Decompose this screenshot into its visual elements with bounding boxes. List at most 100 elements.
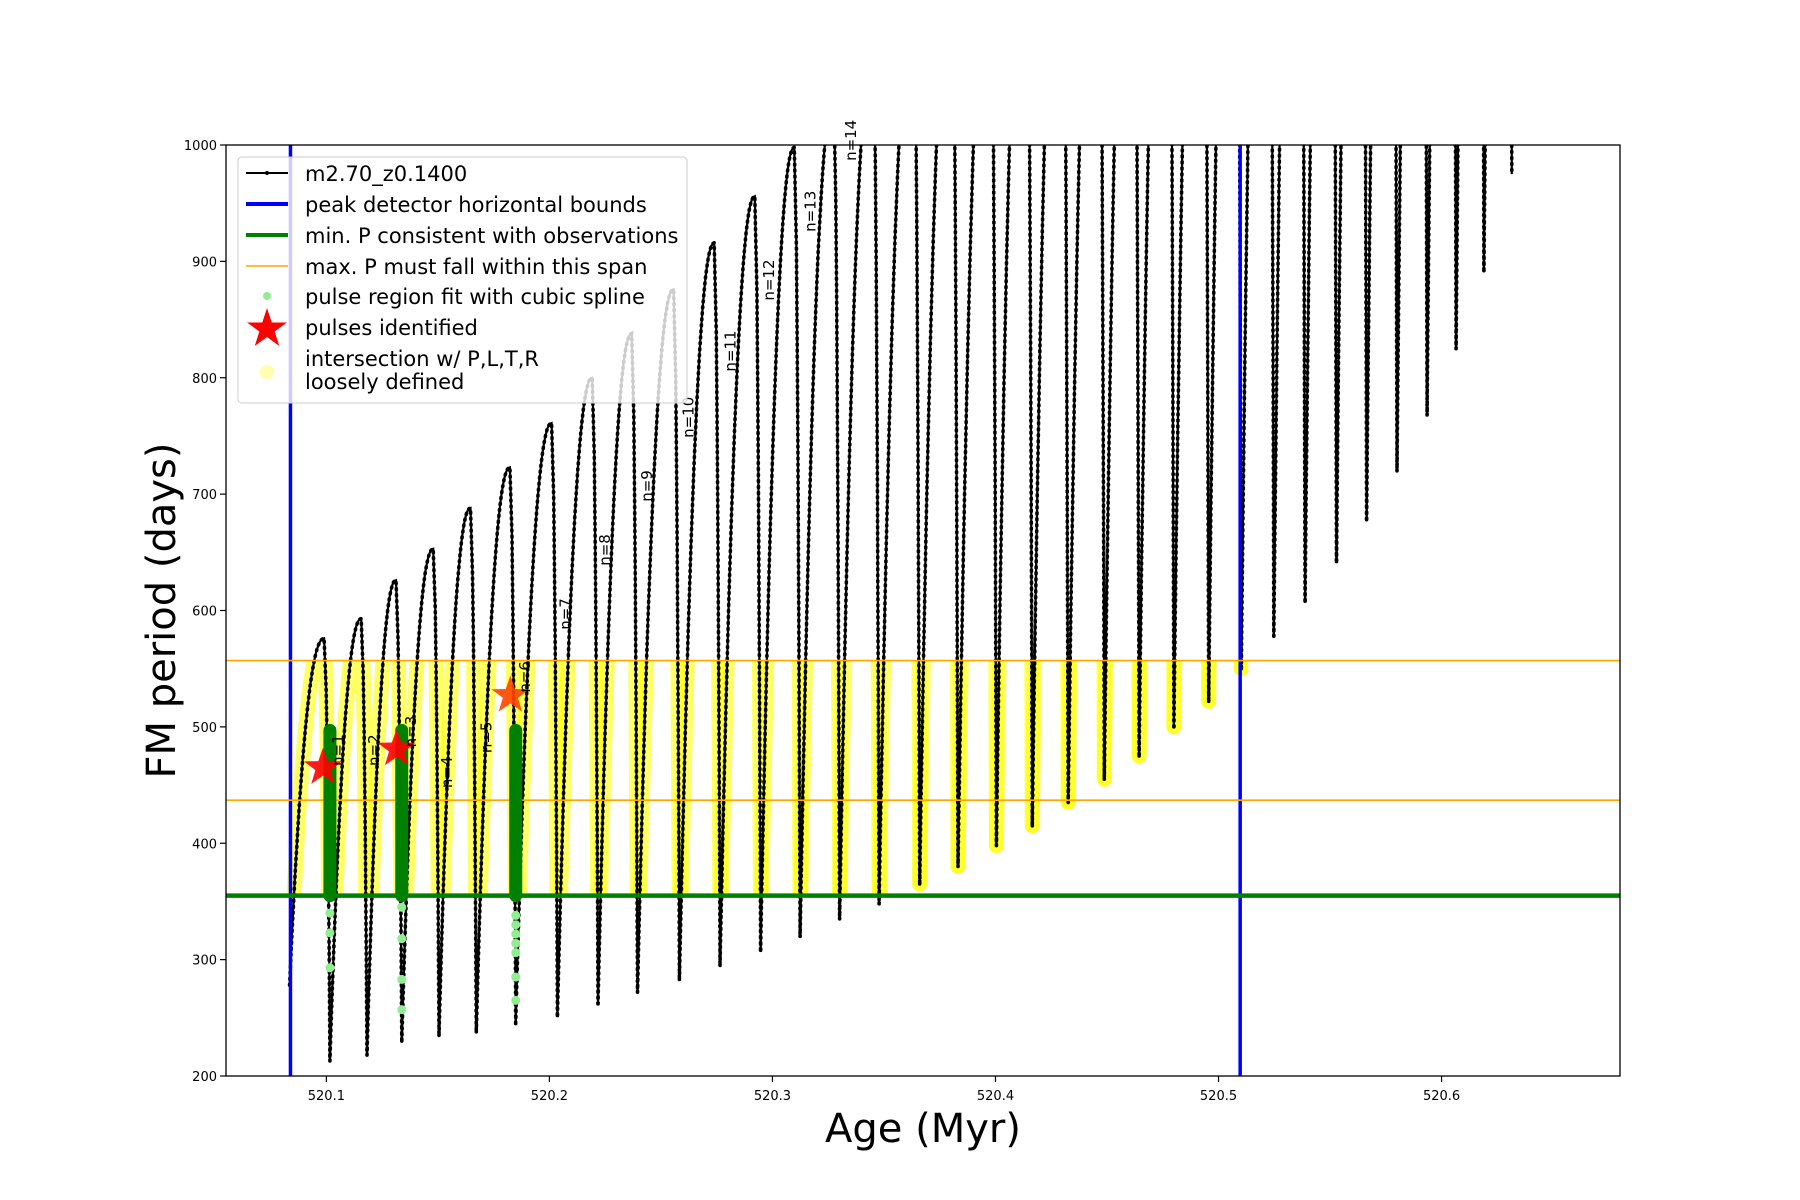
y-tick-label: 700 [192,488,217,503]
track-pulse-markers [1303,145,1339,603]
track-pulse-markers [474,464,518,1034]
pulse-number-label: n=4 [438,756,456,788]
loosely-defined-segment [1484,0,1512,271]
track-pulse-markers [1334,145,1369,564]
spline-fit-point [511,929,521,939]
track-pulse-markers [677,240,722,982]
track-pulse-markers [1272,145,1307,638]
legend-label: pulses identified [305,316,478,340]
loosely-defined-segment [871,660,928,896]
spline-fit-point [397,974,407,984]
spline-fit-point [325,963,335,973]
legend-label: peak detector horizontal bounds [305,193,647,217]
pulse-identified-star [491,675,530,712]
y-tick-label: 800 [192,372,217,387]
y-tick-label: 400 [192,837,217,852]
legend-label: pulse region fit with cubic spline [305,285,645,309]
track-pulse-markers [555,375,600,1018]
legend-label: intersection w/ P,L,T,R [305,347,539,371]
track-pulse-markers [1239,145,1276,671]
y-tick-label: 600 [192,605,217,620]
pulse-number-label: n=12 [760,259,778,300]
spline-fit-point [511,920,521,930]
track-pulse-markers [718,193,763,968]
spline-fit-point [397,1005,407,1015]
track-pulse-markers [1137,145,1176,758]
track-pulse-line [1426,145,1458,416]
spline-fit-point [511,938,521,948]
loosely-defined-segment [1427,0,1456,415]
y-tick-label: 200 [192,1070,217,1085]
pulse-number-label: n=11 [722,330,740,371]
x-tick-label: 520.4 [977,1089,1014,1104]
spline-fit-point [511,995,521,1005]
track-pulse-markers [956,145,999,869]
loosely-defined-segment [1367,0,1397,520]
loosely-defined-segment [1337,0,1367,562]
track-pulse-markers [1206,145,1244,704]
legend-label: min. P consistent with observations [305,224,678,248]
spline-fit-point [511,948,521,958]
spline-fit-point [397,934,407,944]
legend-label: m2.70_z0.1400 [305,162,467,187]
track-pulse-markers [917,145,960,886]
ticks: 520.1 520.2 520.3 520.4 520.5 520.6 200 300 400 5… [184,139,1460,1104]
track-pulse-markers [758,145,802,953]
x-tick-label: 520.2 [531,1089,568,1104]
track-pulse-markers [437,505,479,1038]
pulse-number-label: n=2 [365,734,383,766]
track-pulse-line [1172,145,1210,727]
spline-fit-point [325,928,335,938]
spline-fit-point [397,902,407,912]
legend-handle-marker [265,171,269,175]
track-pulse-markers [1030,145,1070,828]
legend-handle-dot [260,365,274,379]
pulse-number-label: n=7 [557,598,575,630]
track-pulse-line [1335,145,1368,562]
loosely-defined-segment [912,660,966,892]
legend-handle-star [247,308,287,346]
track-pulse-line [1482,145,1513,271]
spline-fit-point [511,972,521,982]
track-pulse-markers [798,145,842,939]
track-pulse-markers [1364,145,1399,522]
pulse-number-label: n=10 [680,397,698,438]
pulse-number-label: n=5 [478,722,496,754]
spline-fit-point [325,908,335,918]
pulse-number-label: n=8 [596,534,614,566]
legend-label: loosely defined [305,370,464,394]
pulse-number-label: n=14 [842,120,860,161]
track-pulse-markers [1482,145,1514,273]
legend-box [237,156,688,404]
pulse-number-label: n=1 [329,734,347,766]
track-pulse-markers [1454,145,1486,351]
track-pulse-markers [1172,145,1211,729]
track-pulse-line [1103,145,1141,780]
track-pulse-line [1365,145,1399,520]
track-pulse-markers [513,420,560,1026]
track-pulse-line [1240,145,1275,669]
loosely-defined-segment [1456,0,1484,349]
track-pulse-markers [1066,145,1107,805]
pulse-number-label: n=6 [516,661,534,693]
x-tick-label: 520.1 [308,1089,345,1104]
annotations: n=1 n=2 n=3 n=4 n=5 n=6 n=7 n=8 n=9 n=10 n=11 n=12 n… [329,120,860,788]
track-pulse-line [1455,145,1485,349]
track-pulse-markers [1425,145,1458,417]
x-tick-label: 520.3 [754,1089,791,1104]
loosely-defined-segment [1397,0,1427,471]
legend-handle-dot [263,292,271,300]
track-pulse-line [1395,145,1429,471]
pulse-number-label: n=13 [802,191,820,232]
track-pulse-markers [328,616,369,1063]
y-axis-label: FM period (days) [139,443,185,779]
track-pulse-markers [837,145,881,921]
y-tick-label: 300 [192,954,217,969]
track-pulse-markers [1395,145,1429,473]
track-pulse-markers [877,145,922,906]
pulse-number-label: n=9 [638,470,656,502]
track-pulse-markers [994,145,1035,848]
y-tick-label: 1000 [184,139,217,154]
